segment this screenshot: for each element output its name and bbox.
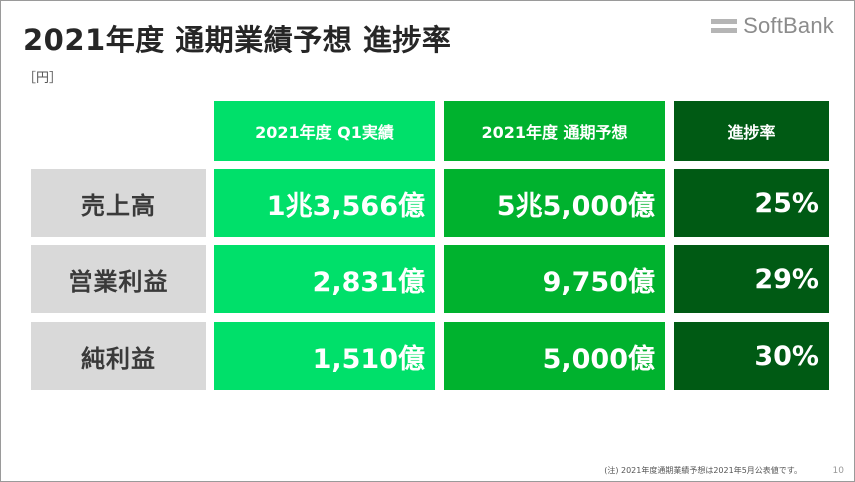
revenue-progress-value: 25% (674, 169, 829, 237)
net-income-q1-value: 1,510億 (214, 322, 435, 390)
unit-label: ［円］ (23, 71, 63, 86)
revenue-forecast-value: 5兆5,000億 (444, 169, 665, 237)
net-income-forecast-value: 5,000億 (444, 322, 665, 390)
softbank-logo: SoftBank (711, 13, 834, 39)
page-title: 2021年度 通期業績予想 進捗率 (23, 23, 452, 57)
revenue-q1-value: 1兆3,566億 (214, 169, 435, 237)
header-q1-results: 2021年度 Q1実績 (214, 101, 435, 161)
footnote: (注) 2021年度通期業績予想は2021年5月公表値です。 (604, 466, 802, 475)
row-label-operating-income: 営業利益 (31, 245, 206, 313)
row-label-revenue: 売上高 (31, 169, 206, 237)
operating-income-q1-value: 2,831億 (214, 245, 435, 313)
logo-bars-icon (711, 19, 738, 33)
header-progress-rate: 進捗率 (674, 101, 829, 161)
header-full-year-forecast: 2021年度 通期予想 (444, 101, 665, 161)
logo-text: SoftBank (743, 13, 834, 38)
page-number: 10 (832, 466, 844, 476)
operating-income-forecast-value: 9,750億 (444, 245, 665, 313)
operating-income-progress-value: 29% (674, 245, 829, 313)
net-income-progress-value: 30% (674, 322, 829, 390)
row-label-net-income: 純利益 (31, 322, 206, 390)
